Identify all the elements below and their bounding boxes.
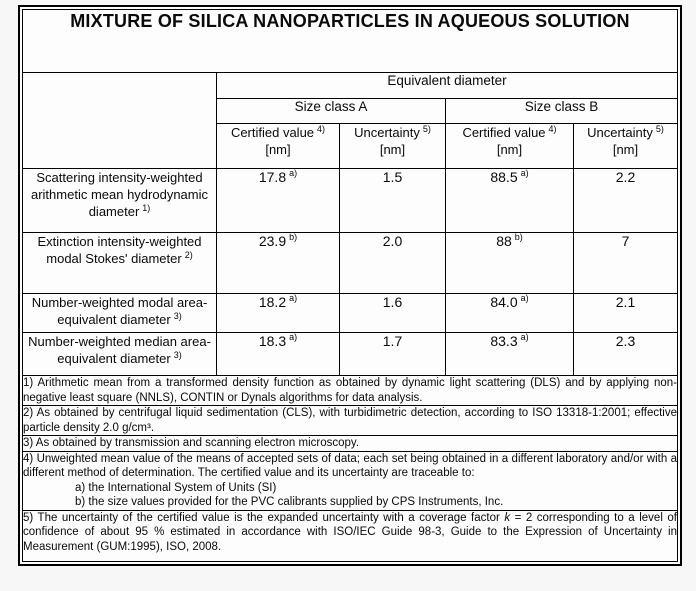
footnote-3: 3) As obtained by transmission and scann… xyxy=(22,435,678,452)
certified-value-b: 83.3 a) xyxy=(445,332,574,376)
footnote-2: 2) As obtained by centrifugal liquid sed… xyxy=(22,405,678,436)
footnote-4-sub-a: a) the International System of Units (SI… xyxy=(75,481,277,494)
uncertainty-a: 2.0 xyxy=(339,232,446,294)
header-size-class-b: Size class B xyxy=(445,98,678,124)
footnote-ref: 1) xyxy=(142,202,151,213)
footnote-row-5: 5) The uncertainty of the certified valu… xyxy=(22,509,678,562)
uncertainty-a: 1.5 xyxy=(339,168,446,233)
uncertainty-b: 2.1 xyxy=(573,293,678,333)
header-equivalent-diameter: Equivalent diameter xyxy=(216,72,678,99)
unit-label: [nm] xyxy=(265,142,291,157)
table-frame: MIXTURE OF SILICA NANOPARTICLES IN AQUEO… xyxy=(18,5,682,566)
header-uncertainty-label: Uncertainty xyxy=(354,125,420,140)
method-note: b) xyxy=(514,232,523,243)
footnote-5: 5) The uncertainty of the certified valu… xyxy=(22,509,678,562)
footnote-ref-5: 5) xyxy=(422,123,431,134)
unit-label: [nm] xyxy=(612,142,639,157)
header-row-1: Equivalent diameter xyxy=(22,72,678,169)
row-label: Number-weighted median area-equivalent d… xyxy=(22,332,217,376)
method-note: a) xyxy=(520,293,529,304)
method-note: a) xyxy=(289,168,298,179)
header-certified-value-b: Certified value 4) [nm] xyxy=(445,123,574,169)
footnote-1: 1) Arithmetic mean from a transformed de… xyxy=(22,375,678,406)
uncertainty-b: 2.3 xyxy=(573,332,678,376)
title-cell: MIXTURE OF SILICA NANOPARTICLES IN AQUEO… xyxy=(22,9,678,73)
certified-value-b: 88 b) xyxy=(445,232,574,294)
certified-value-b: 88.5 a) xyxy=(445,168,574,233)
header-row-3: Certified value 4) [nm] Uncertainty 5) [nm… xyxy=(23,123,678,169)
header-uncertainty-a: Uncertainty 5) [nm] xyxy=(339,123,446,169)
footnote-ref: 2) xyxy=(184,249,193,260)
header-row-2: Size class A Size class B xyxy=(23,98,678,124)
certified-value-a: 17.8 a) xyxy=(216,168,340,233)
method-note: a) xyxy=(289,332,298,343)
header-certified-value-label: Certified value xyxy=(462,125,546,140)
footnote-4: 4) Unweighted mean value of the means of… xyxy=(22,450,678,511)
header-certified-value-label: Certified value xyxy=(230,125,315,140)
uncertainty-b: 7 xyxy=(573,232,678,294)
uncertainty-b: 2.2 xyxy=(573,168,678,233)
method-note: a) xyxy=(520,332,529,343)
page-title: MIXTURE OF SILICA NANOPARTICLES IN AQUEO… xyxy=(70,11,630,31)
footnote-ref-5: 5) xyxy=(655,123,664,134)
header-size-class-a: Size class A xyxy=(216,98,446,124)
header-certified-value-a: Certified value 4) [nm] xyxy=(216,123,340,169)
table-row: Number-weighted modal area-equivalent di… xyxy=(22,293,678,333)
unit-label: [nm] xyxy=(496,142,523,157)
row-label: Extinction intensity-weighted modal Stok… xyxy=(22,232,217,294)
footnote-4-sub-b: b) the size values provided for the PVC … xyxy=(75,496,504,508)
certified-value-a: 23.9 b) xyxy=(216,232,340,294)
table-row: Scattering intensity-weighted arithmetic… xyxy=(22,168,678,233)
row-label: Scattering intensity-weighted arithmetic… xyxy=(22,168,217,233)
footnote-row-3: 3) As obtained by transmission and scann… xyxy=(22,435,678,452)
certified-value-b: 84.0 a) xyxy=(445,293,574,333)
footnote-ref: 3) xyxy=(173,349,182,360)
uncertainty-a: 1.6 xyxy=(339,293,446,333)
corner-cell xyxy=(22,72,217,169)
method-note: a) xyxy=(289,293,298,304)
footnote-ref-4: 4) xyxy=(548,123,557,134)
coverage-factor-k: k xyxy=(504,511,511,524)
header-uncertainty-b: Uncertainty 5) [nm] xyxy=(573,123,678,169)
footnote-row-4: 4) Unweighted mean value of the means of… xyxy=(22,450,678,511)
row-label: Number-weighted modal area-equivalent di… xyxy=(22,293,217,333)
table-row: Extinction intensity-weighted modal Stok… xyxy=(22,232,678,294)
footnote-ref: 3) xyxy=(173,310,182,321)
table-row: Number-weighted median area-equivalent d… xyxy=(22,332,678,376)
header-uncertainty-label: Uncertainty xyxy=(587,125,653,140)
uncertainty-a: 1.7 xyxy=(339,332,446,376)
title-row: MIXTURE OF SILICA NANOPARTICLES IN AQUEO… xyxy=(22,9,678,73)
method-note: a) xyxy=(520,168,529,179)
method-note: b) xyxy=(289,232,298,243)
footnote-row-2: 2) As obtained by centrifugal liquid sed… xyxy=(22,405,678,436)
footnote-row-1: 1) Arithmetic mean from a transformed de… xyxy=(22,375,678,406)
certified-value-a: 18.3 a) xyxy=(216,332,340,376)
footnote-ref-4: 4) xyxy=(317,123,326,134)
certified-value-a: 18.2 a) xyxy=(216,293,340,333)
certificate-table: MIXTURE OF SILICA NANOPARTICLES IN AQUEO… xyxy=(22,9,678,562)
unit-label: [nm] xyxy=(379,142,406,157)
